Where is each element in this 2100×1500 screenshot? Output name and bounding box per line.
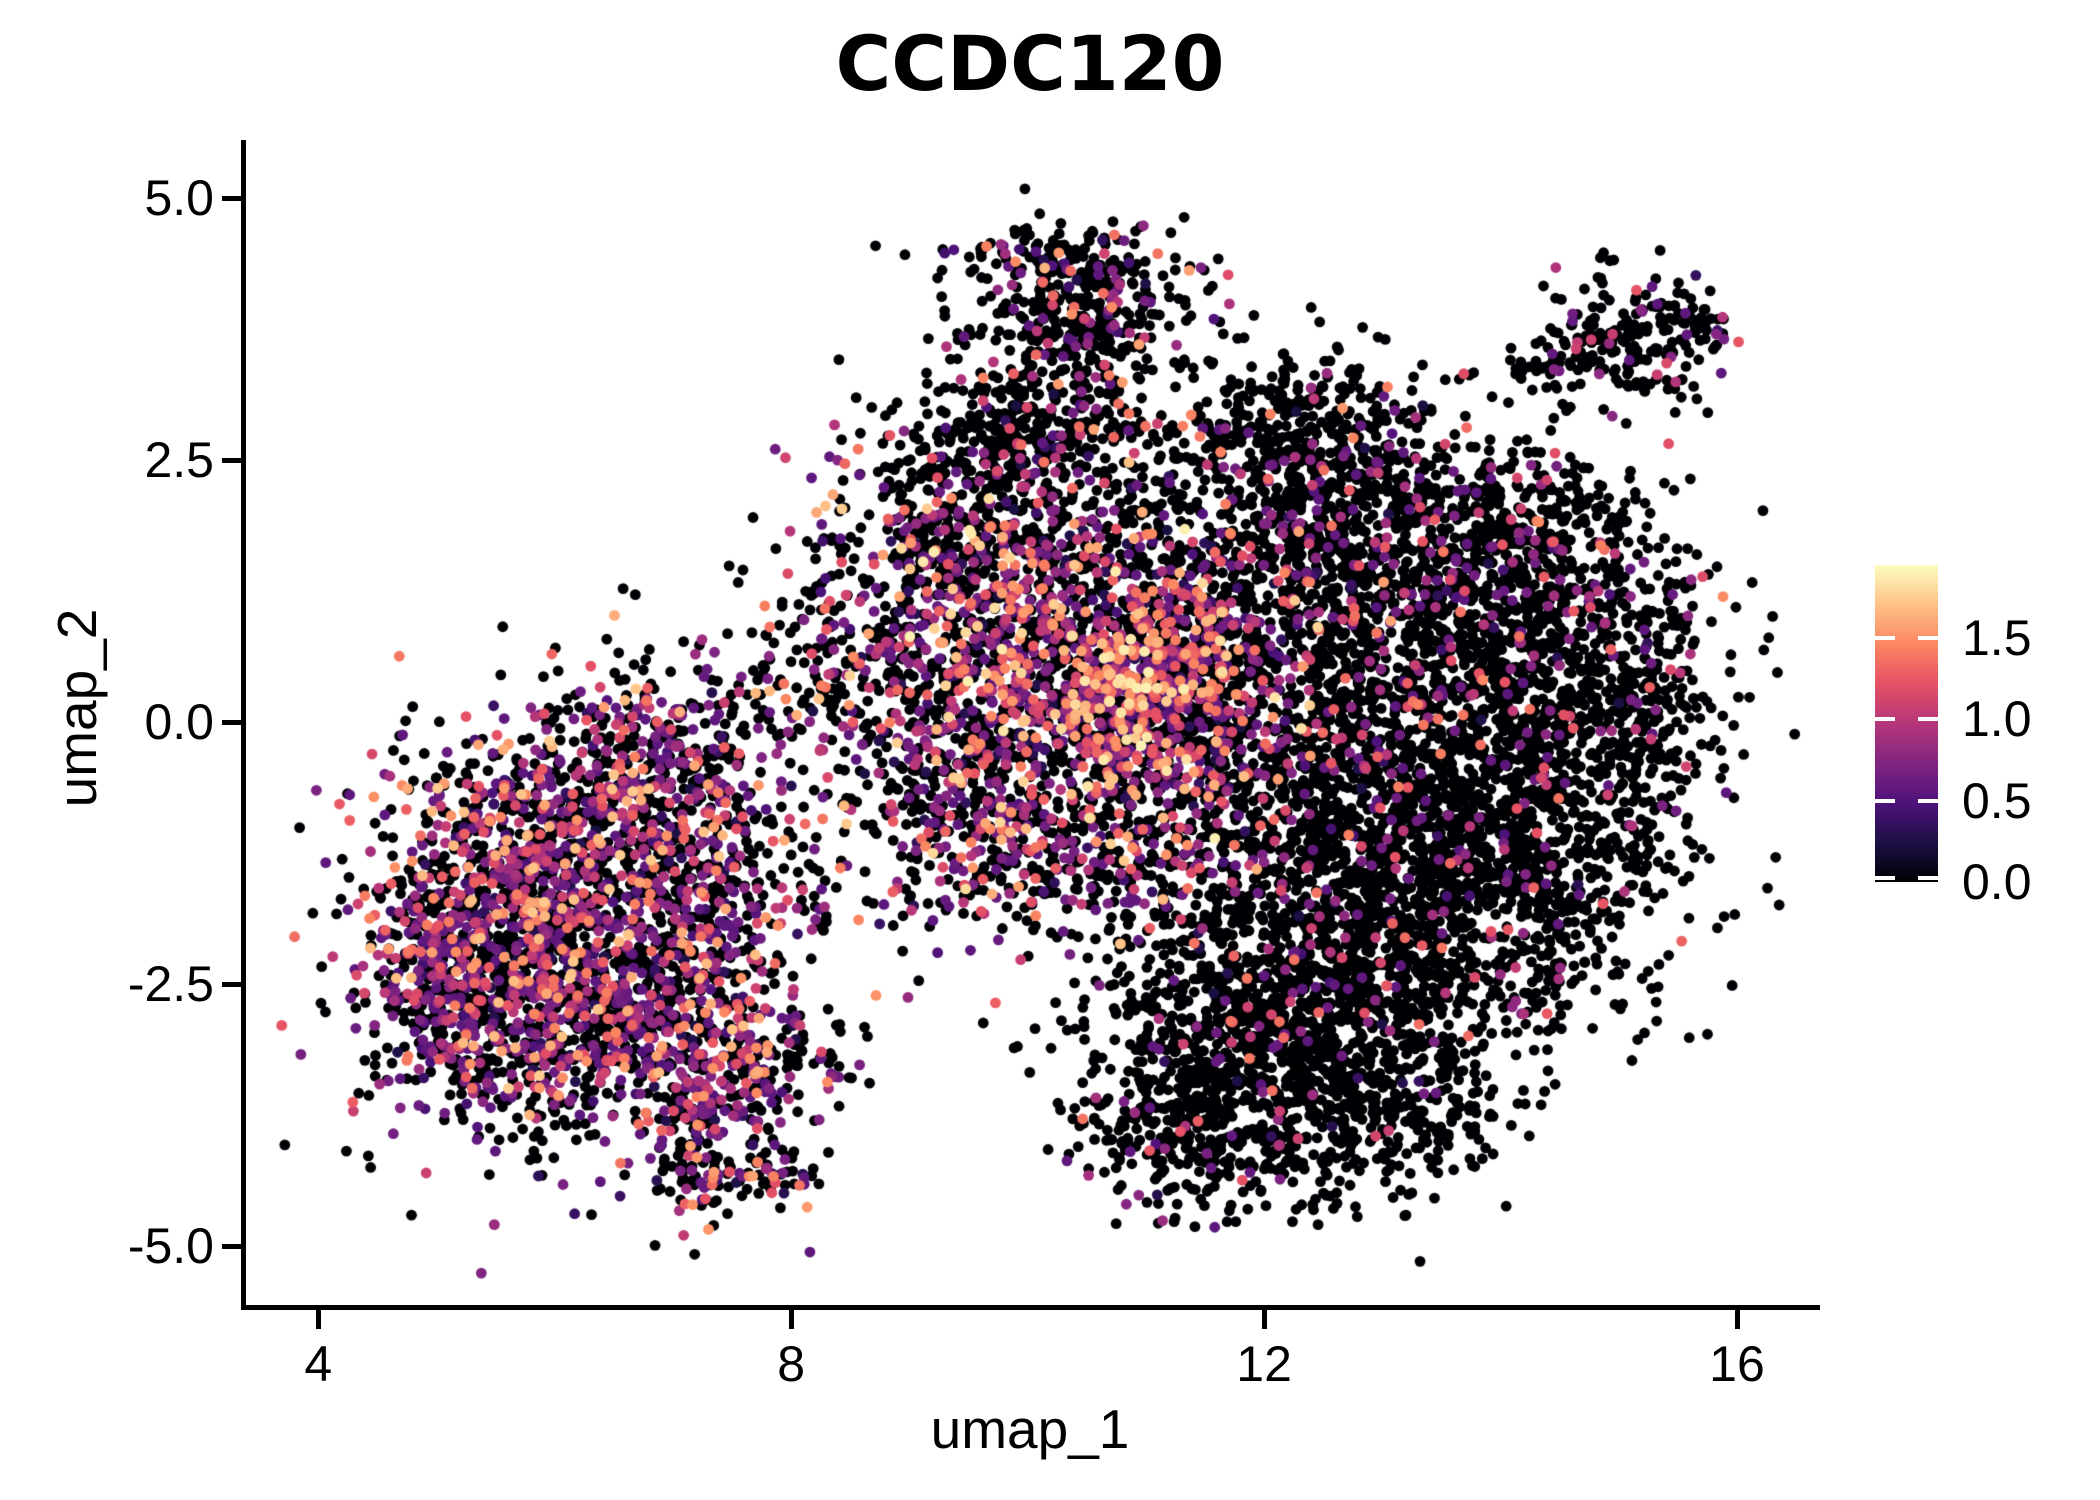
colorbar-tick-mark [1875,636,1895,641]
colorbar-tick-mark [1875,876,1895,880]
x-tick-mark [316,1310,322,1329]
chart-title: CCDC120 [835,19,1225,108]
colorbar-tick-mark [1918,798,1938,803]
colorbar-tick-label: 0.5 [1962,772,2032,829]
x-axis-line [241,1305,1820,1310]
colorbar-tick-mark [1918,717,1938,722]
x-tick-label: 4 [304,1336,333,1392]
x-tick-label: 12 [1236,1336,1292,1392]
y-tick-label: 2.5 [144,431,214,488]
y-tick-mark [222,982,241,988]
y-tick-mark [222,1244,241,1250]
colorbar-tick-label: 1.0 [1962,691,2032,748]
x-tick-mark [1734,1310,1740,1329]
x-tick-mark [789,1310,795,1329]
x-tick-mark [1262,1310,1268,1329]
y-tick-label: 5.0 [144,169,214,226]
y-tick-label: -5.0 [127,1218,214,1275]
colorbar-tick-label: 0.0 [1962,854,2032,910]
colorbar-tick-mark [1918,876,1938,880]
colorbar-tick-mark [1875,798,1895,803]
y-tick-label: -2.5 [127,956,214,1013]
y-tick-mark [222,457,241,463]
x-tick-label: 16 [1709,1336,1765,1392]
colorbar-tick-label: 1.5 [1962,610,2032,667]
plot-panel [245,140,1815,1305]
y-tick-mark [222,195,241,201]
umap-scatter-canvas [245,140,1815,1305]
y-axis-line [241,140,246,1310]
y-axis-title: umap_2 [46,608,108,808]
x-tick-label: 8 [777,1336,806,1392]
y-tick-mark [222,719,241,725]
x-axis-title: umap_1 [930,1398,1130,1460]
colorbar-tick-mark [1875,717,1895,722]
colorbar [1875,565,1938,882]
y-tick-label: 0.0 [144,693,214,750]
colorbar-tick-mark [1918,636,1938,641]
